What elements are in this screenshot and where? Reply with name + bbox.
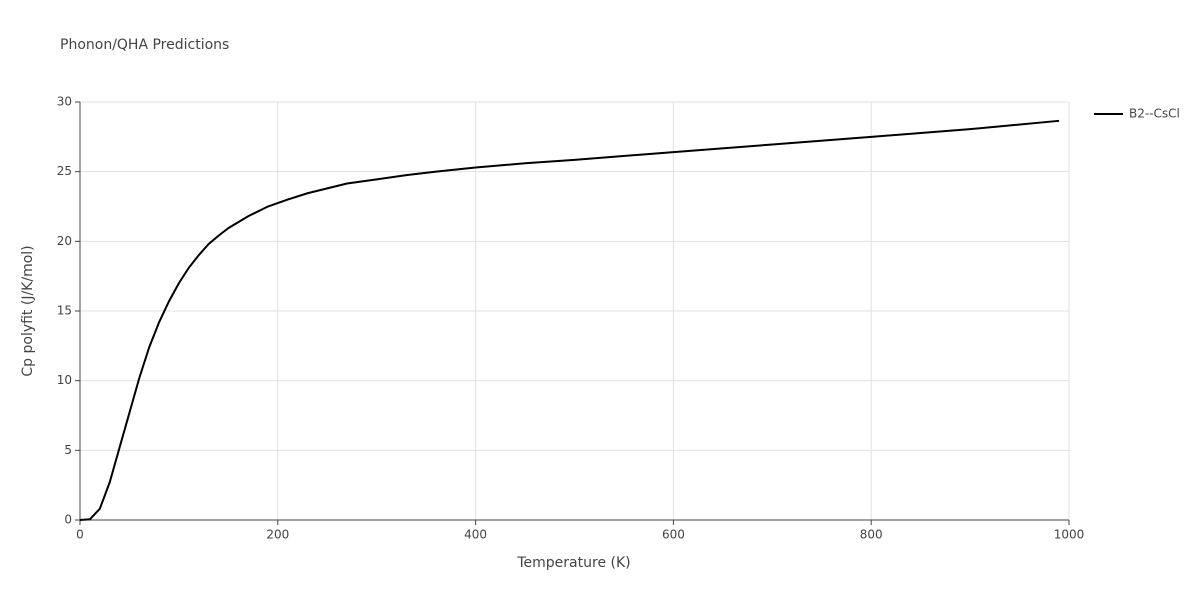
data-line — [79, 119, 1060, 521]
y-axis-label: Cp polyfit (J/K/mol) — [20, 245, 36, 376]
y-tick-label: 30 — [57, 95, 72, 109]
y-tick-label: 5 — [64, 443, 72, 457]
x-tick-label: 800 — [860, 528, 883, 542]
y-tick-label: 25 — [57, 164, 72, 178]
chart-title: Phonon/QHA Predictions — [60, 37, 229, 53]
x-axis-label: Temperature (K) — [516, 555, 630, 571]
y-tick-label: 0 — [64, 513, 72, 527]
y-tick-label: 15 — [57, 304, 72, 318]
x-tick-label: 600 — [662, 528, 685, 542]
x-tick-label: 400 — [464, 528, 487, 542]
x-tick-label: 1000 — [1054, 528, 1085, 542]
legend-label: B2--CsCl — [1129, 107, 1180, 121]
y-tick-label: 10 — [57, 373, 72, 387]
y-tick-label: 20 — [57, 234, 72, 248]
x-tick-label: 0 — [76, 528, 84, 542]
x-tick-label: 200 — [266, 528, 289, 542]
